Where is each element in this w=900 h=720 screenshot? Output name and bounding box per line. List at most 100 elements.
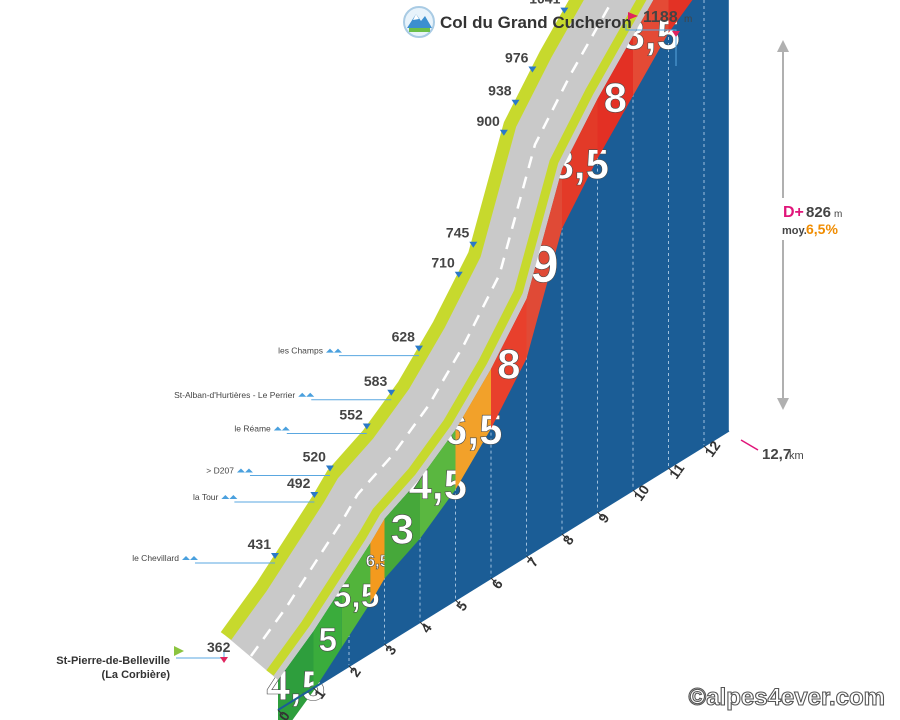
km-tick-6 <box>490 577 497 584</box>
waypoint-altitude-8: 900 <box>476 113 500 129</box>
start-subname: (La Corbière) <box>102 669 171 681</box>
slope-segment-11 <box>633 0 669 96</box>
slope-label-3: 6,5 <box>366 552 389 571</box>
start-altitude: 362 <box>207 639 231 655</box>
credit-watermark: ©alpes4ever.com <box>689 684 885 711</box>
km-tick-12 <box>703 445 710 452</box>
km-tick-8 <box>561 533 568 540</box>
km-tick-label-4: 4 <box>417 620 435 636</box>
slope-label-10: 8 <box>604 74 627 121</box>
waypoint-place-2: > D207 <box>206 466 234 476</box>
slope-segment-3 <box>370 518 385 603</box>
waypoint-altitude-6: 710 <box>431 255 455 271</box>
slope-segment-12 <box>668 0 693 33</box>
km-tick-3 <box>384 643 390 650</box>
waypoint-marker-icon-2 <box>325 465 334 472</box>
km-tick-1 <box>313 687 319 694</box>
km-tick-9 <box>597 511 603 518</box>
waypoint-marker-icon-8 <box>499 129 508 136</box>
summit-marker-icon <box>672 31 680 37</box>
slope-segment-10 <box>597 35 633 159</box>
gain-value: 826 <box>806 204 831 221</box>
waypoint-altitude-7: 745 <box>446 225 470 241</box>
waypoint-altitude-2: 520 <box>303 449 327 465</box>
waypoint-marker-icon-5 <box>414 345 423 352</box>
summit-leader-line <box>625 24 677 66</box>
km-tick-10 <box>632 489 639 496</box>
waypoint-place-3: le Réame <box>234 424 271 434</box>
slope-label-12: 8 <box>675 0 698 2</box>
km-tick-label-8: 8 <box>559 532 577 548</box>
km-tick-label-5: 5 <box>453 598 471 614</box>
summit-altitude: 1188 <box>643 9 678 26</box>
slope-label-4: 3 <box>391 505 414 552</box>
slope-segment-7 <box>491 298 527 429</box>
village-icon-1 <box>221 495 238 499</box>
waypoint-altitude-11: 1041 <box>529 0 560 7</box>
waypoint-altitude-10: 976 <box>505 49 529 65</box>
slope-segment-9 <box>562 98 598 229</box>
start-name: St-Pierre-de-Belleville <box>56 655 170 667</box>
start-marker-icon <box>220 657 228 663</box>
slope-segment-0 <box>278 631 314 720</box>
km-tick-label-6: 6 <box>488 576 506 592</box>
profile-road <box>220 0 654 680</box>
village-icon-3 <box>273 426 290 431</box>
waypoint-marker-icon-7 <box>469 241 478 248</box>
road-centerline <box>249 0 615 657</box>
village-icon-4 <box>298 392 315 397</box>
waypoint-place-1: la Tour <box>193 492 219 502</box>
waypoint-altitude-5: 628 <box>392 329 416 345</box>
waypoint-marker-icon-4 <box>387 389 396 396</box>
slope-segment-6 <box>455 368 491 490</box>
waypoint-place-5: les Champs <box>278 346 323 356</box>
summit-unit: m <box>684 14 692 25</box>
waypoint-marker-icon-0 <box>270 553 279 559</box>
waypoint-marker-icon-1 <box>310 492 319 498</box>
km-tick-label-2: 2 <box>346 664 364 680</box>
waypoint-altitude-0: 431 <box>248 536 272 552</box>
km-tick-5 <box>455 599 461 606</box>
waypoint-marker-icon-9 <box>511 99 520 106</box>
waypoint-altitude-1: 492 <box>287 475 311 491</box>
arrow-down-icon <box>777 398 789 410</box>
road-surface <box>226 0 654 680</box>
chart-title: Col du Grand Cucheron <box>440 13 632 32</box>
village-icon-0 <box>181 556 198 560</box>
slope-segment-4 <box>384 478 420 579</box>
waypoint-marker-icon-10 <box>528 66 537 73</box>
waypoint-altitude-9: 938 <box>488 83 512 99</box>
km-tick-11 <box>668 467 674 474</box>
km-tick-2 <box>348 665 355 672</box>
waypoint-marker-icon-3 <box>362 423 371 430</box>
km-tick-label-9: 9 <box>595 510 613 526</box>
mountain-shape-icon <box>407 14 432 28</box>
slope-label-7: 8 <box>497 340 520 387</box>
start-flag-icon <box>174 646 184 656</box>
village-icon-2 <box>236 468 253 473</box>
km-tick-label-3: 3 <box>382 642 400 658</box>
km-tick-4 <box>419 621 426 628</box>
village-icon-5 <box>325 348 342 353</box>
km-tick-7 <box>526 555 532 562</box>
road-back-edge <box>220 0 584 640</box>
arrow-up-icon <box>777 40 789 52</box>
waypoint-marker-icon-6 <box>454 271 463 278</box>
km-tick-label-7: 7 <box>524 554 542 570</box>
slope-segment-5 <box>420 429 456 539</box>
grass-icon <box>409 28 430 32</box>
waypoint-altitude-4: 583 <box>364 373 388 389</box>
slope-segment-8 <box>526 168 562 359</box>
slope-segment-1 <box>313 587 342 691</box>
start-label: St-Pierre-de-Belleville (La Corbière) 36… <box>56 639 230 681</box>
km-tick-0 <box>277 709 284 716</box>
waypoint-marker-icon-11 <box>560 7 569 14</box>
slope-label-1: 5 <box>318 622 337 659</box>
km-baseline <box>277 429 730 711</box>
average-value: 6,5% <box>806 221 838 237</box>
total-distance: 12,7 km <box>740 439 804 463</box>
total-distance-value: 12,7 <box>762 446 791 463</box>
waypoint-markers: 431 le Chevillard 492 la Tour 520 > D207 552 le… <box>132 0 569 564</box>
